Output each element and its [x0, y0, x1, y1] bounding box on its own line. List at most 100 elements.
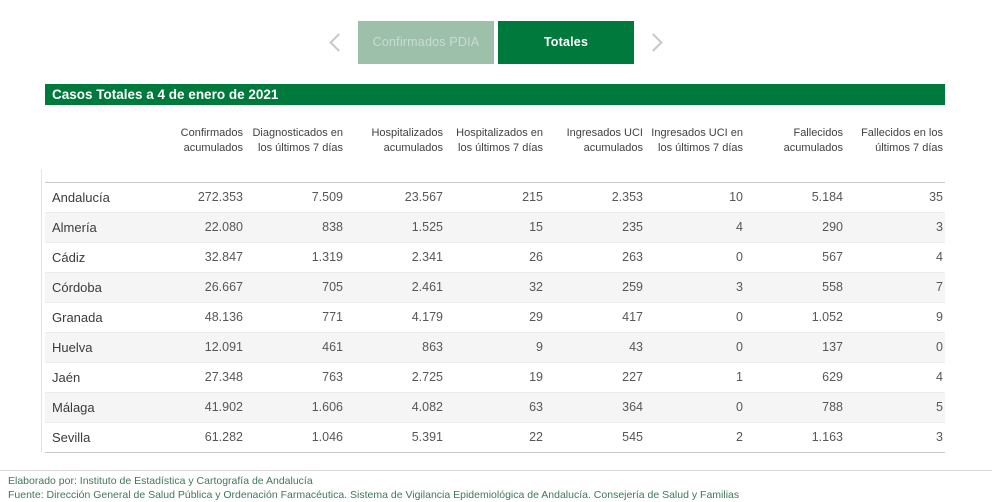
table-row[interactable]: Córdoba 26.667 705 2.461 32 259 3 558 7	[45, 272, 945, 302]
value-cell: 771	[322, 310, 343, 324]
value-cell: 9	[536, 340, 543, 354]
value-cell: 1.163	[811, 430, 843, 444]
region-cell: Huelva	[52, 339, 93, 355]
value-cell: 22	[529, 430, 543, 444]
value-cell: 1.052	[811, 310, 843, 324]
value-cell: 2.353	[611, 190, 643, 204]
table-row[interactable]: Granada 48.136 771 4.179 29 417 0 1.052 9	[45, 302, 945, 332]
value-cell: 10	[729, 190, 743, 204]
next-page-button[interactable]	[644, 20, 668, 64]
value-cell: 41.902	[204, 400, 243, 414]
value-cell: 235	[622, 220, 643, 234]
table-row[interactable]: Cádiz 32.847 1.319 2.341 26 263 0 567 4	[45, 242, 945, 272]
value-cell: 61.282	[204, 430, 243, 444]
value-cell: 32.847	[204, 250, 243, 264]
value-cell: 227	[622, 370, 643, 384]
column-header: Ingresados UCI acumulados	[545, 105, 645, 183]
value-cell: 0	[736, 250, 743, 264]
table-row[interactable]: Almería 22.080 838 1.525 15 235 4 290 3	[45, 212, 945, 242]
table-row[interactable]: Andalucía 272.353 7.509 23.567 215 2.353 10 5.1…	[45, 182, 945, 212]
column-header: Confirmados acumulados	[145, 105, 245, 183]
value-cell: 0	[736, 340, 743, 354]
value-cell: 23.567	[404, 190, 443, 204]
value-cell: 2.461	[411, 280, 443, 294]
totals-table-container: Confirmados acumulados Diagnosticados en …	[45, 105, 945, 453]
value-cell: 32	[529, 280, 543, 294]
value-cell: 12.091	[204, 340, 243, 354]
value-cell: 0	[736, 400, 743, 414]
value-cell: 1	[736, 370, 743, 384]
value-cell: 259	[622, 280, 643, 294]
value-cell: 1.046	[311, 430, 343, 444]
value-cell: 0	[936, 340, 943, 354]
value-cell: 4.179	[411, 310, 443, 324]
table-left-rule	[41, 170, 42, 452]
region-cell: Cádiz	[52, 249, 86, 265]
value-cell: 863	[422, 340, 443, 354]
value-cell: 1.606	[311, 400, 343, 414]
region-cell: Córdoba	[52, 279, 102, 295]
value-cell: 215	[522, 190, 543, 204]
value-cell: 9	[936, 310, 943, 324]
value-cell: 2	[736, 430, 743, 444]
value-cell: 290	[822, 220, 843, 234]
value-cell: 4	[936, 370, 943, 384]
table-row[interactable]: Jaén 27.348 763 2.725 19 227 1 629 4	[45, 362, 945, 392]
value-cell: 364	[622, 400, 643, 414]
page-tab-bar: Confirmados PDIA Totales	[0, 20, 992, 64]
table-header: Confirmados acumulados Diagnosticados en …	[45, 105, 945, 183]
column-header: Diagnosticados en los últimos 7 días	[245, 105, 345, 183]
value-cell: 545	[622, 430, 643, 444]
region-cell: Granada	[52, 309, 103, 325]
value-cell: 3	[736, 280, 743, 294]
region-cell: Andalucía	[52, 189, 110, 205]
value-cell: 4	[736, 220, 743, 234]
value-cell: 26.667	[204, 280, 243, 294]
value-cell: 7.509	[311, 190, 343, 204]
page-title: Casos Totales a 4 de enero de 2021	[52, 87, 279, 102]
value-cell: 2.341	[411, 250, 443, 264]
region-cell: Almería	[52, 219, 97, 235]
column-header: Fallecidos acumulados	[745, 105, 845, 183]
column-header: Hospitalizados en los últimos 7 días	[445, 105, 545, 183]
value-cell: 629	[822, 370, 843, 384]
value-cell: 5.391	[411, 430, 443, 444]
value-cell: 461	[322, 340, 343, 354]
column-header: Fallecidos en los últimos 7 días	[845, 105, 945, 183]
tab-label: Totales	[543, 35, 589, 49]
value-cell: 272.353	[197, 190, 243, 204]
value-cell: 29	[529, 310, 543, 324]
column-header: Ingresados UCI en los últimos 7 días	[645, 105, 745, 183]
table-row[interactable]: Sevilla 61.282 1.046 5.391 22 545 2 1.163 3	[45, 422, 945, 452]
region-cell: Málaga	[52, 399, 95, 415]
value-cell: 558	[822, 280, 843, 294]
column-header: Hospitalizados acumulados	[345, 105, 445, 183]
tab-totales[interactable]: Totales	[498, 20, 634, 64]
table-row[interactable]: Málaga 41.902 1.606 4.082 63 364 0 788 5	[45, 392, 945, 422]
tab-label: Confirmados PDIA	[372, 35, 480, 49]
footer-fuente: Fuente: Dirección General de Salud Públi…	[8, 488, 740, 501]
chevron-right-icon	[644, 32, 663, 52]
value-cell: 137	[822, 340, 843, 354]
value-cell: 1.319	[311, 250, 343, 264]
value-cell: 1.525	[411, 220, 443, 234]
tab-confirmados-pdia[interactable]: Confirmados PDIA	[358, 20, 494, 64]
value-cell: 788	[822, 400, 843, 414]
value-cell: 5.184	[811, 190, 843, 204]
prev-page-button[interactable]	[324, 20, 348, 64]
region-cell: Jaén	[52, 369, 81, 385]
value-cell: 27.348	[204, 370, 243, 384]
column-header-region	[45, 105, 145, 183]
value-cell: 4	[936, 250, 943, 264]
chevron-left-icon	[329, 32, 348, 52]
value-cell: 2.725	[411, 370, 443, 384]
table-body: Andalucía 272.353 7.509 23.567 215 2.353 10 5.1…	[45, 182, 945, 452]
report-footer: Elaborado por: Instituto de Estadística …	[0, 470, 992, 502]
value-cell: 763	[322, 370, 343, 384]
value-cell: 838	[322, 220, 343, 234]
table-row[interactable]: Huelva 12.091 461 863 9 43 0 137 0	[45, 332, 945, 362]
value-cell: 0	[736, 310, 743, 324]
value-cell: 43	[629, 340, 643, 354]
value-cell: 7	[936, 280, 943, 294]
